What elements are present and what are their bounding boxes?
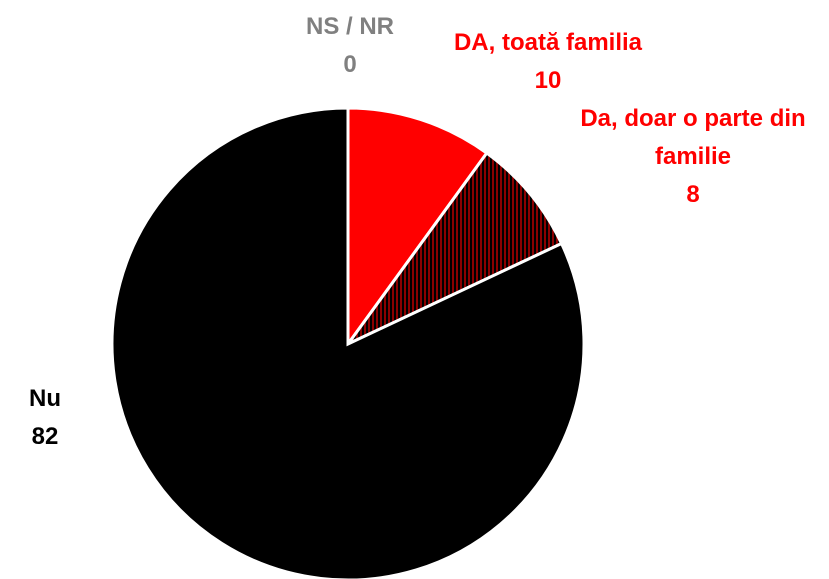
label-name: NS / NR — [305, 13, 394, 40]
slice-label: DA, toată familia 10 — [418, 24, 678, 100]
label-name: Da, doar o parte din familie — [580, 105, 806, 170]
slice-label: Nu 82 — [0, 380, 90, 456]
slice-label: Da, doar o parte din familie 8 — [573, 100, 813, 214]
label-name: DA, toată familia — [453, 29, 643, 56]
label-name: Nu — [29, 385, 61, 412]
label-value: 10 — [534, 67, 562, 94]
slice-label: NS / NR 0 — [270, 8, 430, 84]
pie-slice — [110, 106, 586, 579]
label-value: 8 — [686, 181, 700, 208]
label-value: 82 — [31, 423, 59, 450]
label-value: 0 — [343, 51, 357, 78]
pie-slice — [346, 150, 564, 346]
pie-slice — [346, 106, 489, 349]
